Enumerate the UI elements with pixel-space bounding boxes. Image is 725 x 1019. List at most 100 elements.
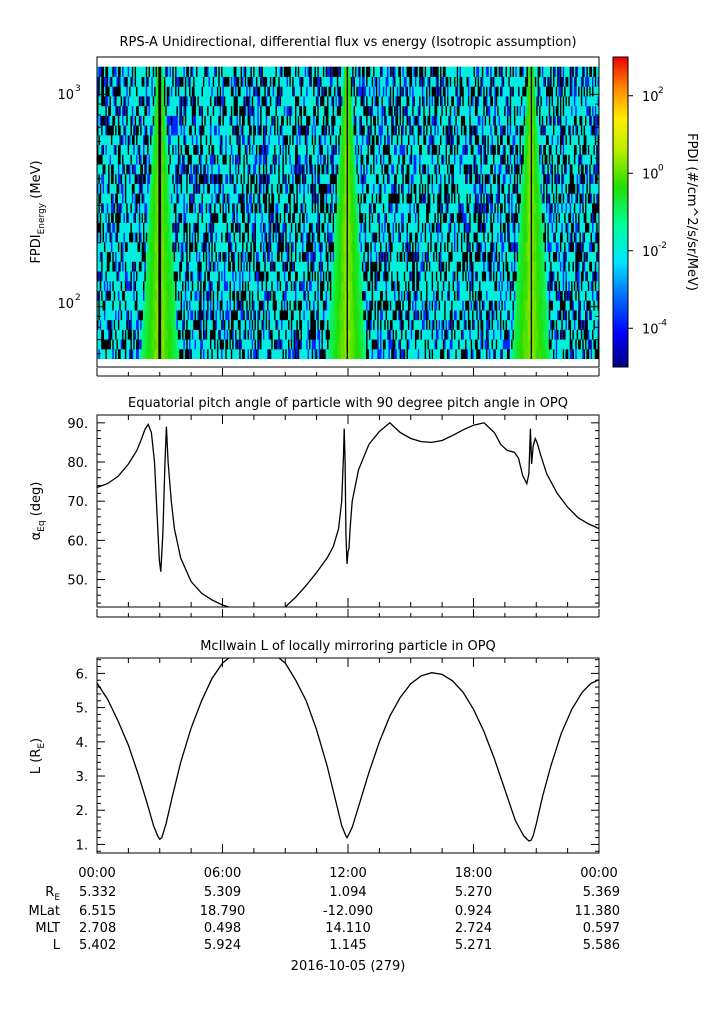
spectrogram-cell — [222, 251, 225, 262]
spectrogram-cell — [354, 348, 357, 360]
spectrogram-cell — [576, 290, 579, 301]
spectrogram-cell — [364, 222, 367, 233]
spectrogram-cell — [582, 261, 585, 272]
spectrogram-cell — [106, 339, 109, 350]
spectrogram-cell — [580, 290, 583, 301]
spectrogram-cell — [345, 300, 348, 311]
spectrogram-cell — [258, 339, 261, 350]
spectrogram-cell — [169, 241, 172, 253]
spectrogram-cell — [582, 319, 585, 330]
spectrogram-cell — [295, 222, 297, 233]
spectrogram-cell — [136, 348, 138, 360]
spectrogram-cell — [313, 309, 316, 321]
spectrogram-cell — [354, 319, 357, 330]
spectrogram-cell — [405, 280, 408, 291]
spectrogram-cell — [375, 241, 378, 253]
spectrogram-cell — [371, 232, 374, 243]
spectrogram-cell — [378, 241, 381, 253]
spectrogram-cell — [311, 348, 314, 360]
spectrogram-cell — [308, 261, 311, 272]
spectrogram-cell — [557, 280, 560, 291]
spectrogram-cell — [479, 251, 481, 262]
spectrogram-cell — [435, 300, 438, 311]
spectrogram-cell — [596, 270, 599, 282]
spectrogram-cell — [474, 319, 477, 330]
spectrogram-cell — [269, 339, 272, 350]
spectrogram-cell — [433, 280, 435, 291]
spectrogram-cell — [126, 319, 129, 330]
spectrogram-cell — [257, 339, 260, 350]
spectrogram-cell — [216, 251, 219, 262]
spectrogram-cell — [455, 348, 458, 360]
spectrogram-cell — [315, 251, 318, 262]
spectrogram-cell — [421, 348, 424, 360]
spectrogram-cell — [143, 329, 145, 340]
spectrogram-cell — [166, 319, 169, 330]
spectrogram-cell — [504, 222, 507, 233]
spectrogram-cell — [388, 290, 391, 301]
spectrogram-cell — [350, 280, 353, 291]
spectrogram-cell — [240, 348, 243, 360]
spectrogram-cell — [550, 232, 553, 243]
spectrogram-cell — [275, 222, 278, 233]
spectrogram-cell — [410, 309, 413, 321]
spectrogram-cell — [416, 261, 419, 272]
spectrogram-cell — [264, 348, 267, 360]
spectrogram-cell — [149, 309, 152, 321]
spectrogram-cell — [328, 348, 331, 360]
spectrogram-cell — [518, 241, 521, 253]
spectrogram-cell — [158, 300, 161, 311]
spectrogram-cell — [108, 329, 111, 340]
spectrogram-cell — [403, 261, 406, 272]
spectrogram-cell — [149, 222, 152, 233]
spectrogram-cell — [451, 339, 454, 350]
spectrogram-cell — [481, 329, 484, 340]
spectrogram-cell — [597, 309, 599, 321]
spectrogram-cell — [398, 348, 401, 360]
spectrogram-cell — [299, 290, 302, 301]
spectrogram-cell — [576, 241, 579, 253]
spectrogram-cell — [278, 270, 281, 282]
spectrogram-cell — [332, 329, 335, 340]
spectrogram-cell — [452, 290, 455, 301]
spectrogram-cell — [587, 339, 590, 350]
spectrogram-cell — [497, 309, 500, 321]
spectrogram-cell — [460, 309, 463, 321]
spectrogram-cell — [451, 241, 454, 253]
spectrogram-cell — [338, 251, 341, 262]
spectrogram-cell — [197, 222, 200, 233]
spectrogram-cell — [200, 270, 203, 282]
spectrogram-cell — [380, 241, 382, 253]
spectrogram-cell — [392, 241, 395, 253]
spectrogram-cell — [318, 319, 321, 330]
spectrogram-cell — [189, 339, 191, 350]
spectrogram-cell — [239, 319, 242, 330]
spectrogram-cell — [168, 251, 171, 262]
spectrogram-cell — [329, 270, 332, 282]
spectrogram-cell — [205, 339, 208, 350]
spectrogram-cell — [228, 222, 230, 233]
spectrogram-cell — [596, 251, 599, 262]
spectrogram-cell — [182, 319, 184, 330]
spectrogram-cell — [435, 261, 438, 272]
spectrogram-cell — [130, 339, 133, 350]
spectrogram-cell — [255, 270, 258, 282]
spectrogram-cell — [519, 222, 522, 233]
spectrogram-cell — [456, 319, 459, 330]
spectrogram-cell — [435, 241, 438, 253]
spectrogram-cell — [536, 290, 539, 301]
spectrogram-cell — [205, 251, 208, 262]
spectrogram-cell — [426, 339, 428, 350]
spectrogram-cell — [583, 251, 586, 262]
spectrogram-cell — [458, 329, 461, 340]
spectrogram-cell — [381, 241, 384, 253]
spectrogram-cell — [495, 309, 498, 321]
spectrogram-cell — [170, 232, 173, 243]
spectrogram-cell — [216, 290, 219, 301]
spectrogram-cell — [233, 280, 236, 291]
spectrogram-cell — [449, 309, 452, 321]
spectrogram-cell — [579, 300, 582, 311]
spectrogram-cell — [458, 232, 461, 243]
spectrogram-cell — [269, 280, 272, 291]
spectrogram-cell — [406, 339, 409, 350]
